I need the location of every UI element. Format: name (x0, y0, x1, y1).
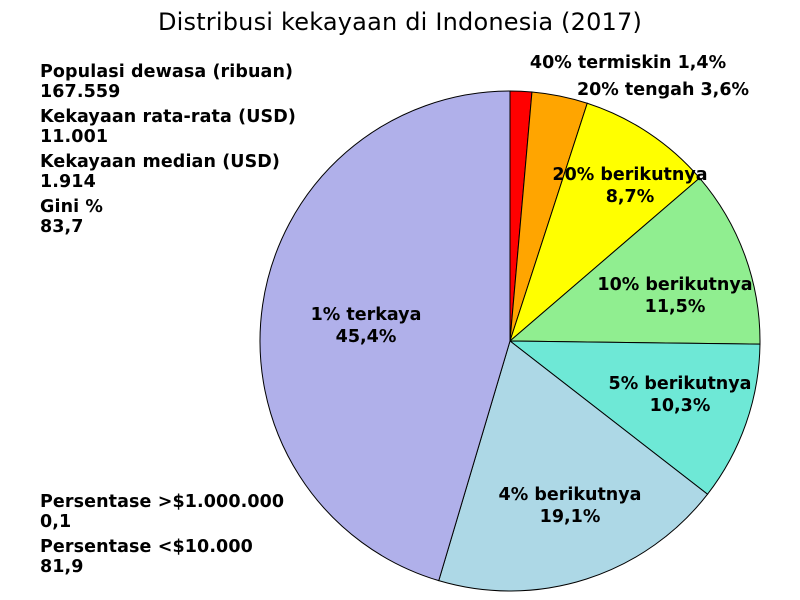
pie-slice-5 (508, 340, 761, 495)
stat-value: 167.559 (40, 82, 121, 102)
pie-slice-6 (438, 340, 709, 592)
stat-label: Kekayaan median (USD) (40, 152, 281, 172)
stats-panel-top: Populasi dewasa (ribuan) 167.559 Kekayaa… (40, 62, 296, 242)
stat-millionaires: Persentase >$1.000.000 0,1 (40, 492, 284, 532)
pie-slice-4 (508, 177, 761, 345)
stat-value: 83,7 (40, 217, 84, 237)
chart-title: Distribusi kekayaan di Indonesia (2017) (157, 8, 643, 36)
slice-label-1: 40% termiskin 1,4% (530, 53, 726, 73)
stat-gini: Gini % 83,7 (40, 197, 296, 237)
stat-label: Persentase <$10.000 (40, 537, 253, 557)
slice-label-2: 20% tengah 3,6% (577, 80, 749, 100)
slice-label-6: 4% berikutnya 19,1% (499, 485, 642, 527)
pie-slice-7 (259, 90, 511, 582)
stats-panel-bottom: Persentase >$1.000.000 0,1 Persentase <$… (40, 492, 284, 582)
slice-label-4: 10% berikutnya 11,5% (597, 275, 752, 317)
stat-label: Persentase >$1.000.000 (40, 492, 285, 512)
stat-value: 11.001 (40, 127, 109, 147)
stat-value: 1.914 (40, 172, 96, 192)
stat-under-10000: Persentase <$10.000 81,9 (40, 537, 284, 577)
stat-label: Populasi dewasa (ribuan) (40, 62, 294, 82)
pie-labels: 40% termiskin 1,4% 20% tengah 3,6% 20% ber… (311, 53, 753, 527)
stat-label: Gini % (40, 197, 104, 217)
stat-value: 81,9 (40, 557, 84, 577)
pie-slices (259, 90, 761, 592)
stat-median-wealth: Kekayaan median (USD) 1.914 (40, 152, 296, 192)
stat-value: 0,1 (40, 512, 72, 532)
slice-label-3: 20% berikutnya 8,7% (552, 165, 707, 207)
stat-adult-population: Populasi dewasa (ribuan) 167.559 (40, 62, 296, 102)
pie-slice-3 (508, 102, 701, 343)
slice-label-7: 1% terkaya 45,4% (311, 305, 422, 347)
slice-label-5: 5% berikutnya 10,3% (609, 374, 752, 416)
stat-label: Kekayaan rata-rata (USD) (40, 107, 296, 127)
stat-mean-wealth: Kekayaan rata-rata (USD) 11.001 (40, 107, 296, 147)
